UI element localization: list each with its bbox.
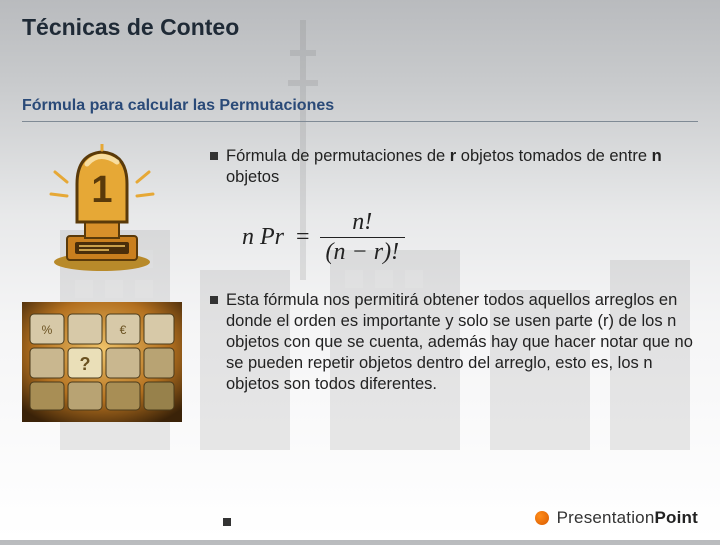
formula-fraction: n! (n − r)! [320, 210, 406, 265]
b1-n: n [652, 147, 662, 165]
keyboard-photo: ? % € [22, 302, 182, 422]
subtitle-bar: Fórmula para calcular las Permutaciones [0, 97, 720, 126]
b1-post: objetos [226, 168, 279, 186]
brand-text: PresentationPoint [557, 508, 698, 528]
bullet-2: Esta fórmula nos permitirá obtener todos… [210, 290, 698, 396]
svg-text:€: € [120, 323, 127, 337]
formula-numerator: n! [346, 210, 378, 235]
trophy-clipart: 1 [22, 144, 182, 274]
title-bar: Técnicas de Conteo [0, 0, 720, 51]
bullet-marker [210, 152, 218, 160]
slide-subtitle: Fórmula para calcular las Permutaciones [22, 97, 698, 122]
brand-dot-icon [535, 511, 549, 525]
bullet-2-text: Esta fórmula nos permitirá obtener todos… [226, 290, 698, 396]
formula-bar [320, 237, 406, 238]
right-text-column: Fórmula de permutaciones de r objetos to… [210, 144, 698, 422]
brand-word-1: Presentation [557, 508, 655, 527]
brand-word-2: Point [655, 508, 699, 527]
svg-text:1: 1 [91, 169, 112, 211]
formula-denominator: (n − r)! [320, 240, 406, 265]
formula-eq: = [296, 224, 310, 251]
content-area: 1 [0, 126, 720, 422]
slide-title: Técnicas de Conteo [22, 14, 698, 41]
b1-pre: Fórmula de permutaciones de [226, 147, 450, 165]
svg-text:?: ? [80, 354, 91, 374]
b1-mid: objetos tomados de entre [456, 147, 651, 165]
empty-bullet-marker [223, 518, 231, 526]
bullet-1-text: Fórmula de permutaciones de r objetos to… [226, 146, 698, 188]
formula-lhs: n Pr [242, 224, 286, 251]
footer-brand: PresentationPoint [535, 508, 698, 528]
left-image-column: 1 [22, 144, 192, 422]
bullet-1: Fórmula de permutaciones de r objetos to… [210, 146, 698, 188]
svg-text:%: % [42, 323, 53, 337]
formula: n Pr = n! (n − r)! [242, 210, 698, 265]
bullet-marker [210, 296, 218, 304]
